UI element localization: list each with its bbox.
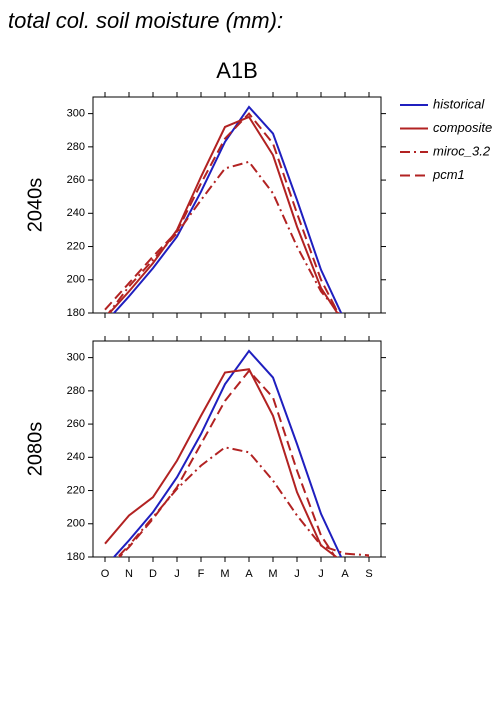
y-tick-label: 180 [67, 307, 85, 319]
series-line [112, 105, 343, 313]
series-line [104, 368, 369, 557]
x-tick-label: D [149, 568, 157, 580]
y-tick-label: 300 [67, 352, 85, 364]
x-tick-label: A [341, 568, 349, 580]
y-tick-label: 280 [67, 141, 85, 153]
series-line [108, 115, 339, 313]
series-line [112, 349, 343, 557]
series-line [116, 446, 370, 557]
x-tick-label: J [294, 568, 300, 580]
legend-label: historical [433, 96, 485, 111]
y-tick-label: 240 [67, 207, 85, 219]
plot-frame [92, 96, 382, 314]
plot-frame [92, 340, 382, 558]
series-line [107, 160, 341, 313]
x-tick-label: M [220, 568, 229, 580]
x-tick-label: N [125, 568, 133, 580]
x-tick-label: F [198, 568, 205, 580]
y-tick-label: 200 [67, 518, 85, 530]
legend-label: composite [433, 120, 492, 135]
x-tick-label: J [174, 568, 180, 580]
y-axis-label: 2080s [24, 422, 46, 477]
y-tick-label: 260 [67, 174, 85, 186]
panel-title: A1B [216, 58, 258, 83]
y-tick-label: 260 [67, 418, 85, 430]
series-line [104, 112, 340, 313]
legend-label: miroc_3.2 [433, 143, 491, 158]
y-axis-label: 2040s [24, 178, 46, 233]
x-tick-label: O [101, 568, 110, 580]
x-tick-label: M [268, 568, 277, 580]
y-tick-label: 220 [67, 484, 85, 496]
series-line [118, 369, 337, 557]
y-tick-label: 220 [67, 240, 85, 252]
chart-title: total col. soil moisture (mm): [8, 8, 283, 33]
y-tick-label: 240 [67, 451, 85, 463]
x-tick-label: S [365, 568, 372, 580]
y-tick-label: 300 [67, 108, 85, 120]
x-tick-label: J [318, 568, 324, 580]
y-tick-label: 180 [67, 551, 85, 563]
x-tick-label: A [245, 568, 253, 580]
y-tick-label: 200 [67, 274, 85, 286]
y-tick-label: 280 [67, 385, 85, 397]
legend-label: pcm1 [432, 167, 465, 182]
